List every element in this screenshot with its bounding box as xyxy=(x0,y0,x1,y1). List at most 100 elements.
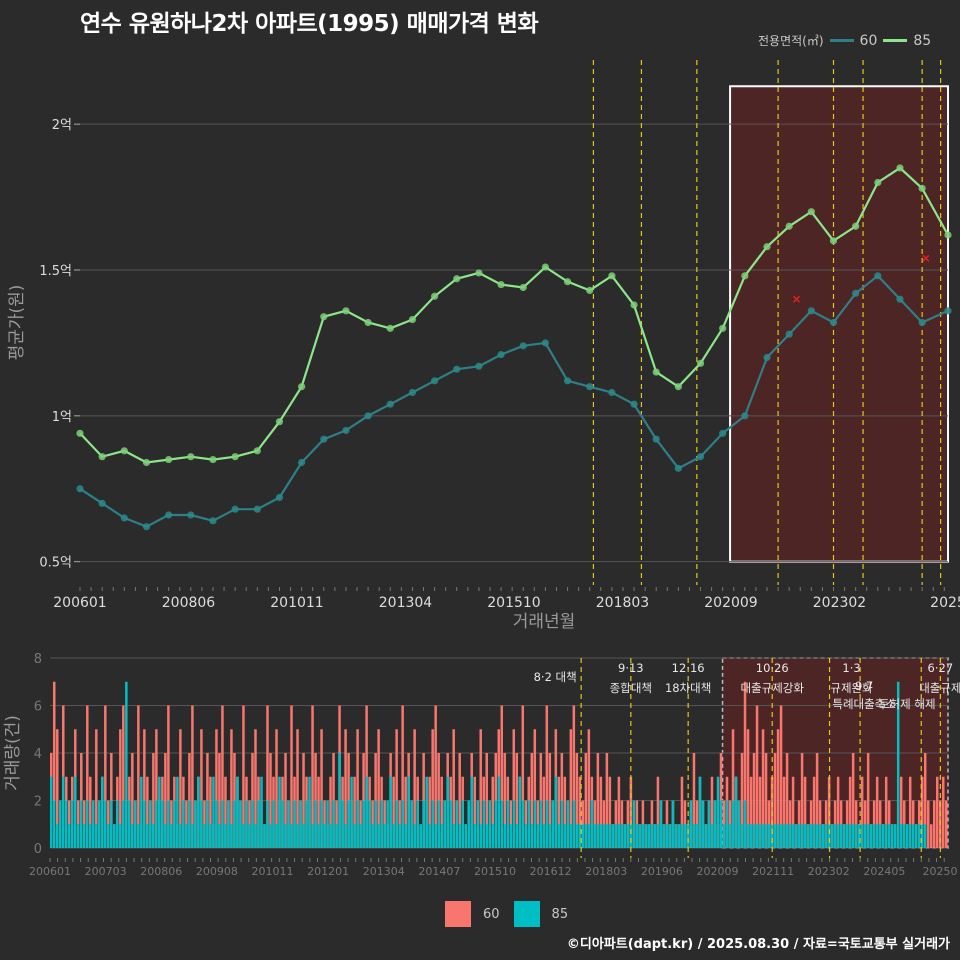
bar-85 xyxy=(356,800,359,848)
bar-85 xyxy=(389,776,392,848)
bar-85 xyxy=(548,824,552,848)
bar-85 xyxy=(725,800,729,848)
bar-85 xyxy=(641,824,645,848)
bar-60 xyxy=(146,776,149,848)
bar-60 xyxy=(440,776,443,848)
x-tick-label-bottom: 201304 xyxy=(363,865,405,878)
data-point-60 xyxy=(630,400,638,408)
bar-60 xyxy=(587,729,591,848)
policy-label: 10·26 xyxy=(756,661,789,675)
bar-60 xyxy=(500,705,504,848)
bar-85 xyxy=(326,800,329,848)
legend-top-title: 전용면적(㎡) xyxy=(758,34,824,48)
x-tick-label-top: 202302 xyxy=(813,595,866,611)
bar-60 xyxy=(86,705,89,848)
bar-85 xyxy=(422,800,425,848)
bar-85 xyxy=(770,824,774,848)
x-tick-label-bottom: 201612 xyxy=(530,865,572,878)
data-point-60 xyxy=(275,493,284,502)
data-point-85 xyxy=(430,292,439,300)
data-point-60 xyxy=(519,342,527,350)
x-axis-label-top: 거래년월 xyxy=(513,612,576,632)
bar-85 xyxy=(401,800,404,848)
x-tick-label-bottom: 200601 xyxy=(29,865,71,878)
bar-85 xyxy=(650,824,654,848)
bar-85 xyxy=(611,824,615,848)
bar-85 xyxy=(359,824,362,848)
policy-label: 8·2 대책 xyxy=(534,670,577,684)
data-point-60 xyxy=(165,511,173,519)
x-tick-label-top: 201011 xyxy=(270,595,323,611)
bar-60 xyxy=(404,776,407,848)
bar-85 xyxy=(146,824,149,848)
x-tick-label-bottom: 202405 xyxy=(863,865,905,878)
bar-60 xyxy=(428,776,431,848)
bar-60 xyxy=(290,705,293,848)
bar-85 xyxy=(578,824,582,848)
bar-85 xyxy=(116,800,119,848)
bar-85 xyxy=(347,800,350,848)
bar-60 xyxy=(923,753,927,848)
data-point-85 xyxy=(165,455,173,464)
bar-85 xyxy=(500,800,504,848)
bar-85 xyxy=(56,824,59,848)
x-tick-label-bottom: 201011 xyxy=(252,865,294,878)
legend-bottom-item-60: 60 xyxy=(445,901,500,927)
bar-85 xyxy=(839,824,843,848)
bar-85 xyxy=(434,824,437,848)
bar-60 xyxy=(710,776,714,848)
data-point-60 xyxy=(98,499,106,507)
bar-85 xyxy=(518,776,522,848)
bar-85 xyxy=(263,824,266,848)
data-point-85 xyxy=(120,447,128,455)
bar-85 xyxy=(380,800,383,848)
bar-60 xyxy=(812,776,816,848)
y-tick-label-bottom: 2 xyxy=(34,795,42,810)
bar-85 xyxy=(164,824,167,848)
x-tick-label-top: 201304 xyxy=(379,595,433,611)
bar-60 xyxy=(344,729,347,848)
bar-85 xyxy=(620,824,624,848)
data-point-60 xyxy=(944,307,952,315)
data-point-60 xyxy=(231,505,239,513)
bar-85 xyxy=(287,800,290,848)
data-point-85 xyxy=(918,184,926,192)
bar-85 xyxy=(365,776,368,848)
bar-60 xyxy=(275,729,278,848)
bar-85 xyxy=(827,824,831,848)
bar-85 xyxy=(200,800,203,848)
bar-85 xyxy=(308,776,311,848)
bar-85 xyxy=(593,824,597,848)
bar-85 xyxy=(398,824,401,848)
bar-85 xyxy=(305,800,308,848)
bar-85 xyxy=(512,800,516,848)
data-point-85 xyxy=(807,208,815,216)
bar-60 xyxy=(764,753,768,848)
data-point-60 xyxy=(896,295,904,303)
bar-85 xyxy=(446,776,449,848)
bar-60 xyxy=(929,824,933,848)
bar-85 xyxy=(803,824,807,848)
bar-85 xyxy=(530,824,534,848)
data-point-85 xyxy=(785,222,793,230)
bar-60 xyxy=(899,776,903,848)
bar-60 xyxy=(152,753,155,848)
bar-60 xyxy=(491,776,494,848)
y-tick-label-bottom: 4 xyxy=(34,747,42,762)
bar-85 xyxy=(491,824,494,848)
data-point-60 xyxy=(386,400,394,408)
data-point-85 xyxy=(874,178,882,187)
bar-60 xyxy=(320,729,323,848)
bar-85 xyxy=(653,824,657,848)
bar-85 xyxy=(851,824,855,848)
bar-85 xyxy=(260,776,263,848)
bar-85 xyxy=(407,776,410,848)
bar-85 xyxy=(251,800,254,848)
policy-detail: 규제완화 xyxy=(830,681,873,695)
bar-85 xyxy=(80,800,83,848)
data-point-60 xyxy=(209,517,217,525)
data-point-85 xyxy=(275,418,284,426)
bar-85 xyxy=(467,800,470,848)
bar-85 xyxy=(203,824,206,848)
bar-85 xyxy=(815,824,819,848)
